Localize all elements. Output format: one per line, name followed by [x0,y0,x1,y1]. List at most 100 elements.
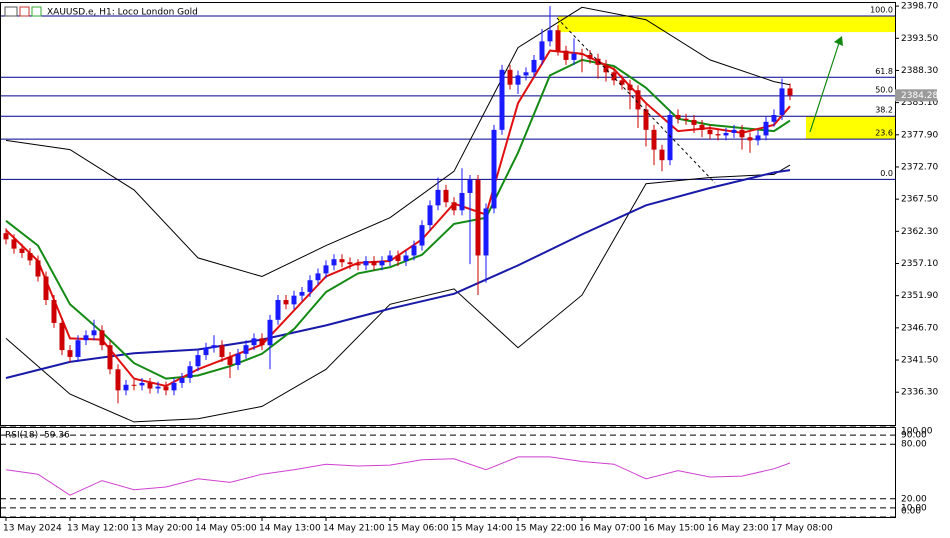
rsi-value: 59.36 [44,431,70,441]
candle-body [499,69,505,130]
candle-body [147,382,153,389]
candle-body [195,355,201,367]
candle-body [163,386,169,391]
candle-body [579,53,585,55]
last-price-box [895,89,937,102]
candle-body [203,347,209,356]
candle-body [355,264,361,266]
candle-body [179,377,185,383]
candle-body [11,239,17,249]
candle-body [723,132,729,136]
candle-body [707,129,713,135]
candle-body [363,261,369,266]
indicator-line [5,49,791,388]
arrow-head [834,36,843,46]
candle-body [43,276,49,301]
rsi-tick-label: 80.00 [901,440,927,450]
zone [806,116,895,140]
candle-body [307,280,313,292]
candle-body [611,72,617,81]
candle-body [35,260,41,277]
rsi-tick-label: 20.00 [901,494,927,504]
candle-body [291,295,297,305]
candle-body [131,384,137,386]
rsi-frame [0,427,896,518]
candle-body [27,252,33,261]
candle-body [371,261,377,266]
candle-body [267,319,273,346]
trend-line [556,17,716,184]
candle-body [771,114,777,122]
icon[interactable] [19,6,30,17]
candle-body [699,124,705,130]
candle-body [619,80,625,85]
candle-body [451,202,457,211]
candle-body [115,369,121,391]
fib-label: 61.8 [875,67,893,76]
candle-body [51,300,57,323]
icon[interactable] [4,6,18,17]
candle-body [411,245,417,256]
candle-body [491,129,497,209]
x-tick-label: 14 May 05:00 [195,524,257,534]
candle-body [139,382,145,386]
candle-body [211,345,217,348]
x-tick-label: 16 May 15:00 [643,524,705,534]
candle-body [107,345,113,370]
candle-body [555,30,561,51]
candle-body [659,149,665,161]
fib-label: 23.6 [875,129,893,138]
fib-label: 38.2 [875,106,893,115]
candle-body [563,50,569,60]
candle-body [515,75,521,85]
candle-body [155,386,161,389]
candle-body [19,248,25,253]
y-tick-label: 2367.50 [901,195,938,205]
y-tick-label: 2336.30 [901,388,938,398]
fib-label: 50.0 [875,85,893,94]
icon[interactable] [31,6,42,17]
candle-body [643,109,649,130]
fib-label: 0.0 [880,169,893,178]
candle-body [347,262,353,265]
candle-body [3,233,9,240]
last-price-label: 2384.28 [901,91,938,101]
candle-body [75,340,81,357]
candle-body [123,384,129,391]
rsi-tick-label: 10.00 [901,503,927,513]
candle-body [483,208,489,256]
candle-body [227,356,233,365]
indicator-line [5,6,791,278]
candle-body [731,129,737,133]
candle-body [587,54,593,59]
candle-body [171,382,177,391]
candle-body [443,189,449,203]
y-tick-label: 2383.10 [901,98,938,108]
price-frame [0,2,896,426]
indicator-line [5,164,791,423]
candle-body [403,255,409,262]
candle-body [299,291,305,296]
rsi-tick-label: 0.00 [901,507,921,517]
candle-body [547,30,553,42]
y-tick-label: 2377.90 [901,130,938,140]
candle-body [467,179,473,193]
rsi-tick-label: 100.00 [901,427,933,437]
candle-body [67,350,73,357]
candle-body [763,121,769,136]
rsi-tick-label: 90.00 [901,431,927,441]
candle-body [787,88,793,96]
x-tick-label: 13 May 20:00 [131,524,193,534]
candle-body [339,259,345,263]
y-tick-label: 2357.10 [901,259,938,269]
candle-body [275,300,281,320]
x-tick-label: 15 May 22:00 [515,524,577,534]
candle-body [691,119,697,125]
candle-body [83,335,89,341]
x-tick-label: 16 May 23:00 [707,524,769,534]
candle-body [235,353,241,365]
y-tick-label: 2372.70 [901,162,938,172]
candle-body [675,114,681,119]
toolbar-icons[interactable] [4,6,42,17]
